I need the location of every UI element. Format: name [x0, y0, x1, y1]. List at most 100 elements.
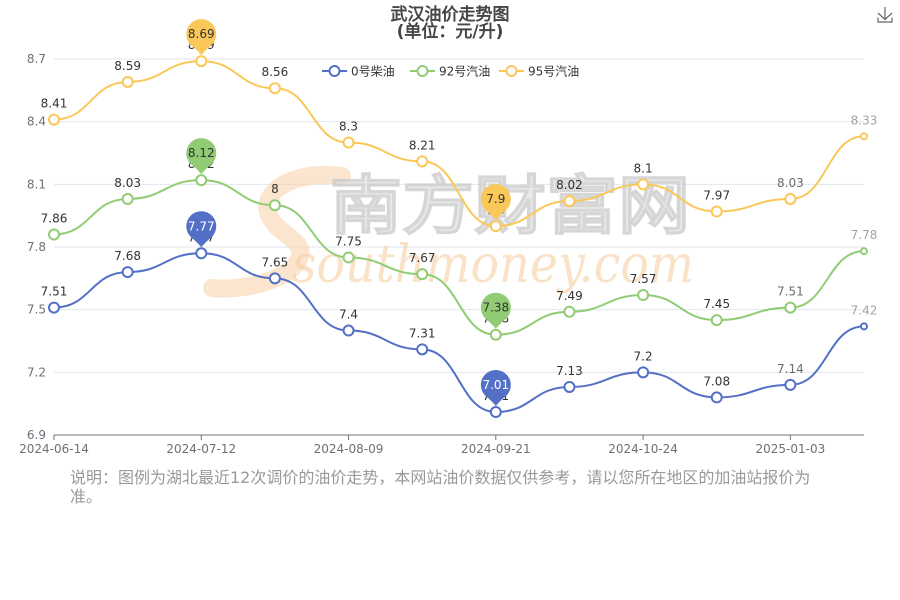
series-1-point-4[interactable]: [342, 251, 355, 264]
x-tick-label: 2024-10-24: [608, 442, 678, 456]
series-0-value-label-10: 7.14: [777, 362, 804, 376]
series-2-point-10[interactable]: [784, 192, 797, 205]
download-arrow-glyph: [877, 7, 893, 23]
legend-label: 92号汽油: [439, 64, 490, 79]
legend: 0号柴油 92号汽油 95号汽油: [322, 64, 579, 79]
series-1-value-label-8: 7.57: [630, 272, 657, 286]
x-axis: 2024-06-14 2024-07-12 2024-08-09 2024-09-21…: [19, 434, 864, 456]
series-0-point-3[interactable]: [268, 272, 281, 285]
series-1-max-pin-shape: [186, 138, 217, 175]
series-1-max-pin-label: 8.12: [188, 146, 215, 160]
series-2-point-8[interactable]: [637, 178, 650, 191]
series-0-max-pin-shape: [186, 211, 217, 248]
series-1-point-2[interactable]: [195, 174, 208, 187]
series-2-point-3[interactable]: [268, 82, 281, 95]
series-2-min-pin: 7.9: [480, 184, 511, 221]
series-0-point-6[interactable]: [489, 406, 502, 419]
series-2-point-11[interactable]: [860, 132, 868, 141]
series-2-min-pin-shape: [480, 184, 511, 221]
series-1-point-5[interactable]: [416, 268, 429, 281]
series-2-value-label-1: 8.59: [114, 59, 141, 73]
series-2-max-pin: 8.69: [186, 19, 217, 56]
series-2-point-7[interactable]: [563, 195, 576, 208]
legend-circle-swatch: [416, 65, 429, 77]
series-0-point-7[interactable]: [563, 380, 576, 393]
series-1-min-pin-label: 7.38: [482, 301, 509, 315]
series-points: [48, 55, 868, 419]
series-1-value-label-9: 7.45: [703, 297, 730, 311]
series-1-min-pin: 7.38: [480, 292, 511, 329]
legend-label: 95号汽油: [528, 64, 579, 79]
series-2-value-label-11: 8.33: [851, 113, 878, 127]
y-tick-label: 8.4: [27, 115, 46, 129]
series-0-point-8[interactable]: [637, 366, 650, 379]
series-1-point-8[interactable]: [637, 289, 650, 302]
series-1-value-label-5: 7.67: [409, 251, 436, 265]
download-icon[interactable]: [875, 5, 895, 25]
series-0-line: [53, 252, 865, 414]
series-1-point-0[interactable]: [48, 228, 60, 241]
series-1-point-7[interactable]: [563, 305, 576, 318]
series-1-value-label-0: 7.86: [41, 211, 68, 225]
series-2-point-1[interactable]: [121, 75, 134, 88]
series-2-point-0[interactable]: [48, 113, 60, 126]
y-tick-label: 7.8: [27, 240, 46, 254]
series-1-point-10[interactable]: [784, 301, 797, 314]
x-tick-label: 2024-07-12: [166, 442, 236, 456]
legend-circle-swatch: [505, 65, 518, 77]
series-2-point-5[interactable]: [416, 155, 429, 168]
series-2-point-2[interactable]: [195, 55, 208, 68]
series-1-max-pin: 8.12: [186, 138, 217, 175]
y-tick-label: 7.2: [27, 365, 46, 379]
series-0-value-label-11: 7.42: [851, 303, 878, 317]
series-0-value-label-8: 7.2: [634, 349, 653, 363]
series-0-point-9[interactable]: [710, 391, 723, 404]
series-0-point-10[interactable]: [784, 378, 797, 391]
series-0-value-label-4: 7.4: [339, 308, 358, 322]
series-2-value-label-8: 8.1: [634, 161, 653, 175]
series-0-max-pin-label: 7.77: [188, 219, 215, 233]
legend-item-diesel-0[interactable]: 0号柴油: [322, 65, 395, 79]
max-min-pins: 7.77 7.01 8.12 7.38 8.69 7.9: [186, 19, 511, 407]
x-tick-label: 2024-08-09: [314, 442, 384, 456]
series-0-point-1[interactable]: [121, 266, 134, 279]
series-2-point-4[interactable]: [342, 136, 355, 149]
legend-item-gasoline-95[interactable]: 95号汽油: [499, 64, 579, 79]
series-1-value-label-3: 8: [271, 182, 279, 196]
series-1-value-label-1: 8.03: [114, 176, 141, 190]
series-1-point-3[interactable]: [268, 199, 281, 212]
series-1-point-1[interactable]: [121, 192, 134, 205]
series-2-value-label-0: 8.41: [41, 97, 68, 111]
series-0-point-11[interactable]: [860, 322, 868, 331]
x-tick-label: 2025-01-03: [755, 442, 825, 456]
series-1-point-9[interactable]: [710, 314, 723, 327]
series-0-point-4[interactable]: [342, 324, 355, 337]
series-1-point-6[interactable]: [489, 328, 502, 341]
series-1-min-pin-shape: [480, 292, 511, 329]
series-2-value-label-10: 8.03: [777, 176, 804, 190]
series-2-value-label-7: 8.02: [556, 178, 583, 192]
series-0-point-0[interactable]: [48, 301, 60, 314]
y-tick-label: 6.9: [27, 428, 46, 442]
legend-circle-swatch: [328, 65, 341, 77]
series-0-point-2[interactable]: [195, 247, 208, 260]
series-0-point-5[interactable]: [416, 343, 429, 356]
series-2-point-9[interactable]: [710, 205, 723, 218]
watermark-text-en: southmoney.com: [292, 235, 694, 295]
x-tick-label: 2024-06-14: [19, 442, 89, 456]
series-0-value-label-0: 7.51: [41, 285, 68, 299]
series-2-max-pin-shape: [186, 19, 217, 56]
series-2-value-label-5: 8.21: [409, 138, 436, 152]
legend-item-gasoline-92[interactable]: 92号汽油: [410, 64, 490, 79]
series-1-value-label-4: 7.75: [335, 234, 362, 248]
series-0-value-label-3: 7.65: [262, 255, 289, 269]
watermark-text-cn: 南方财富网: [330, 170, 690, 244]
y-tick-label: 8.7: [27, 52, 46, 66]
series-2-point-6[interactable]: [489, 220, 502, 233]
series-1-point-11[interactable]: [860, 247, 868, 256]
series-0-min-pin-shape: [480, 370, 511, 407]
series-0-max-pin: 7.77: [186, 211, 217, 248]
series-0-value-label-9: 7.08: [703, 374, 730, 388]
series-0-min-pin-label: 7.01: [482, 378, 509, 392]
